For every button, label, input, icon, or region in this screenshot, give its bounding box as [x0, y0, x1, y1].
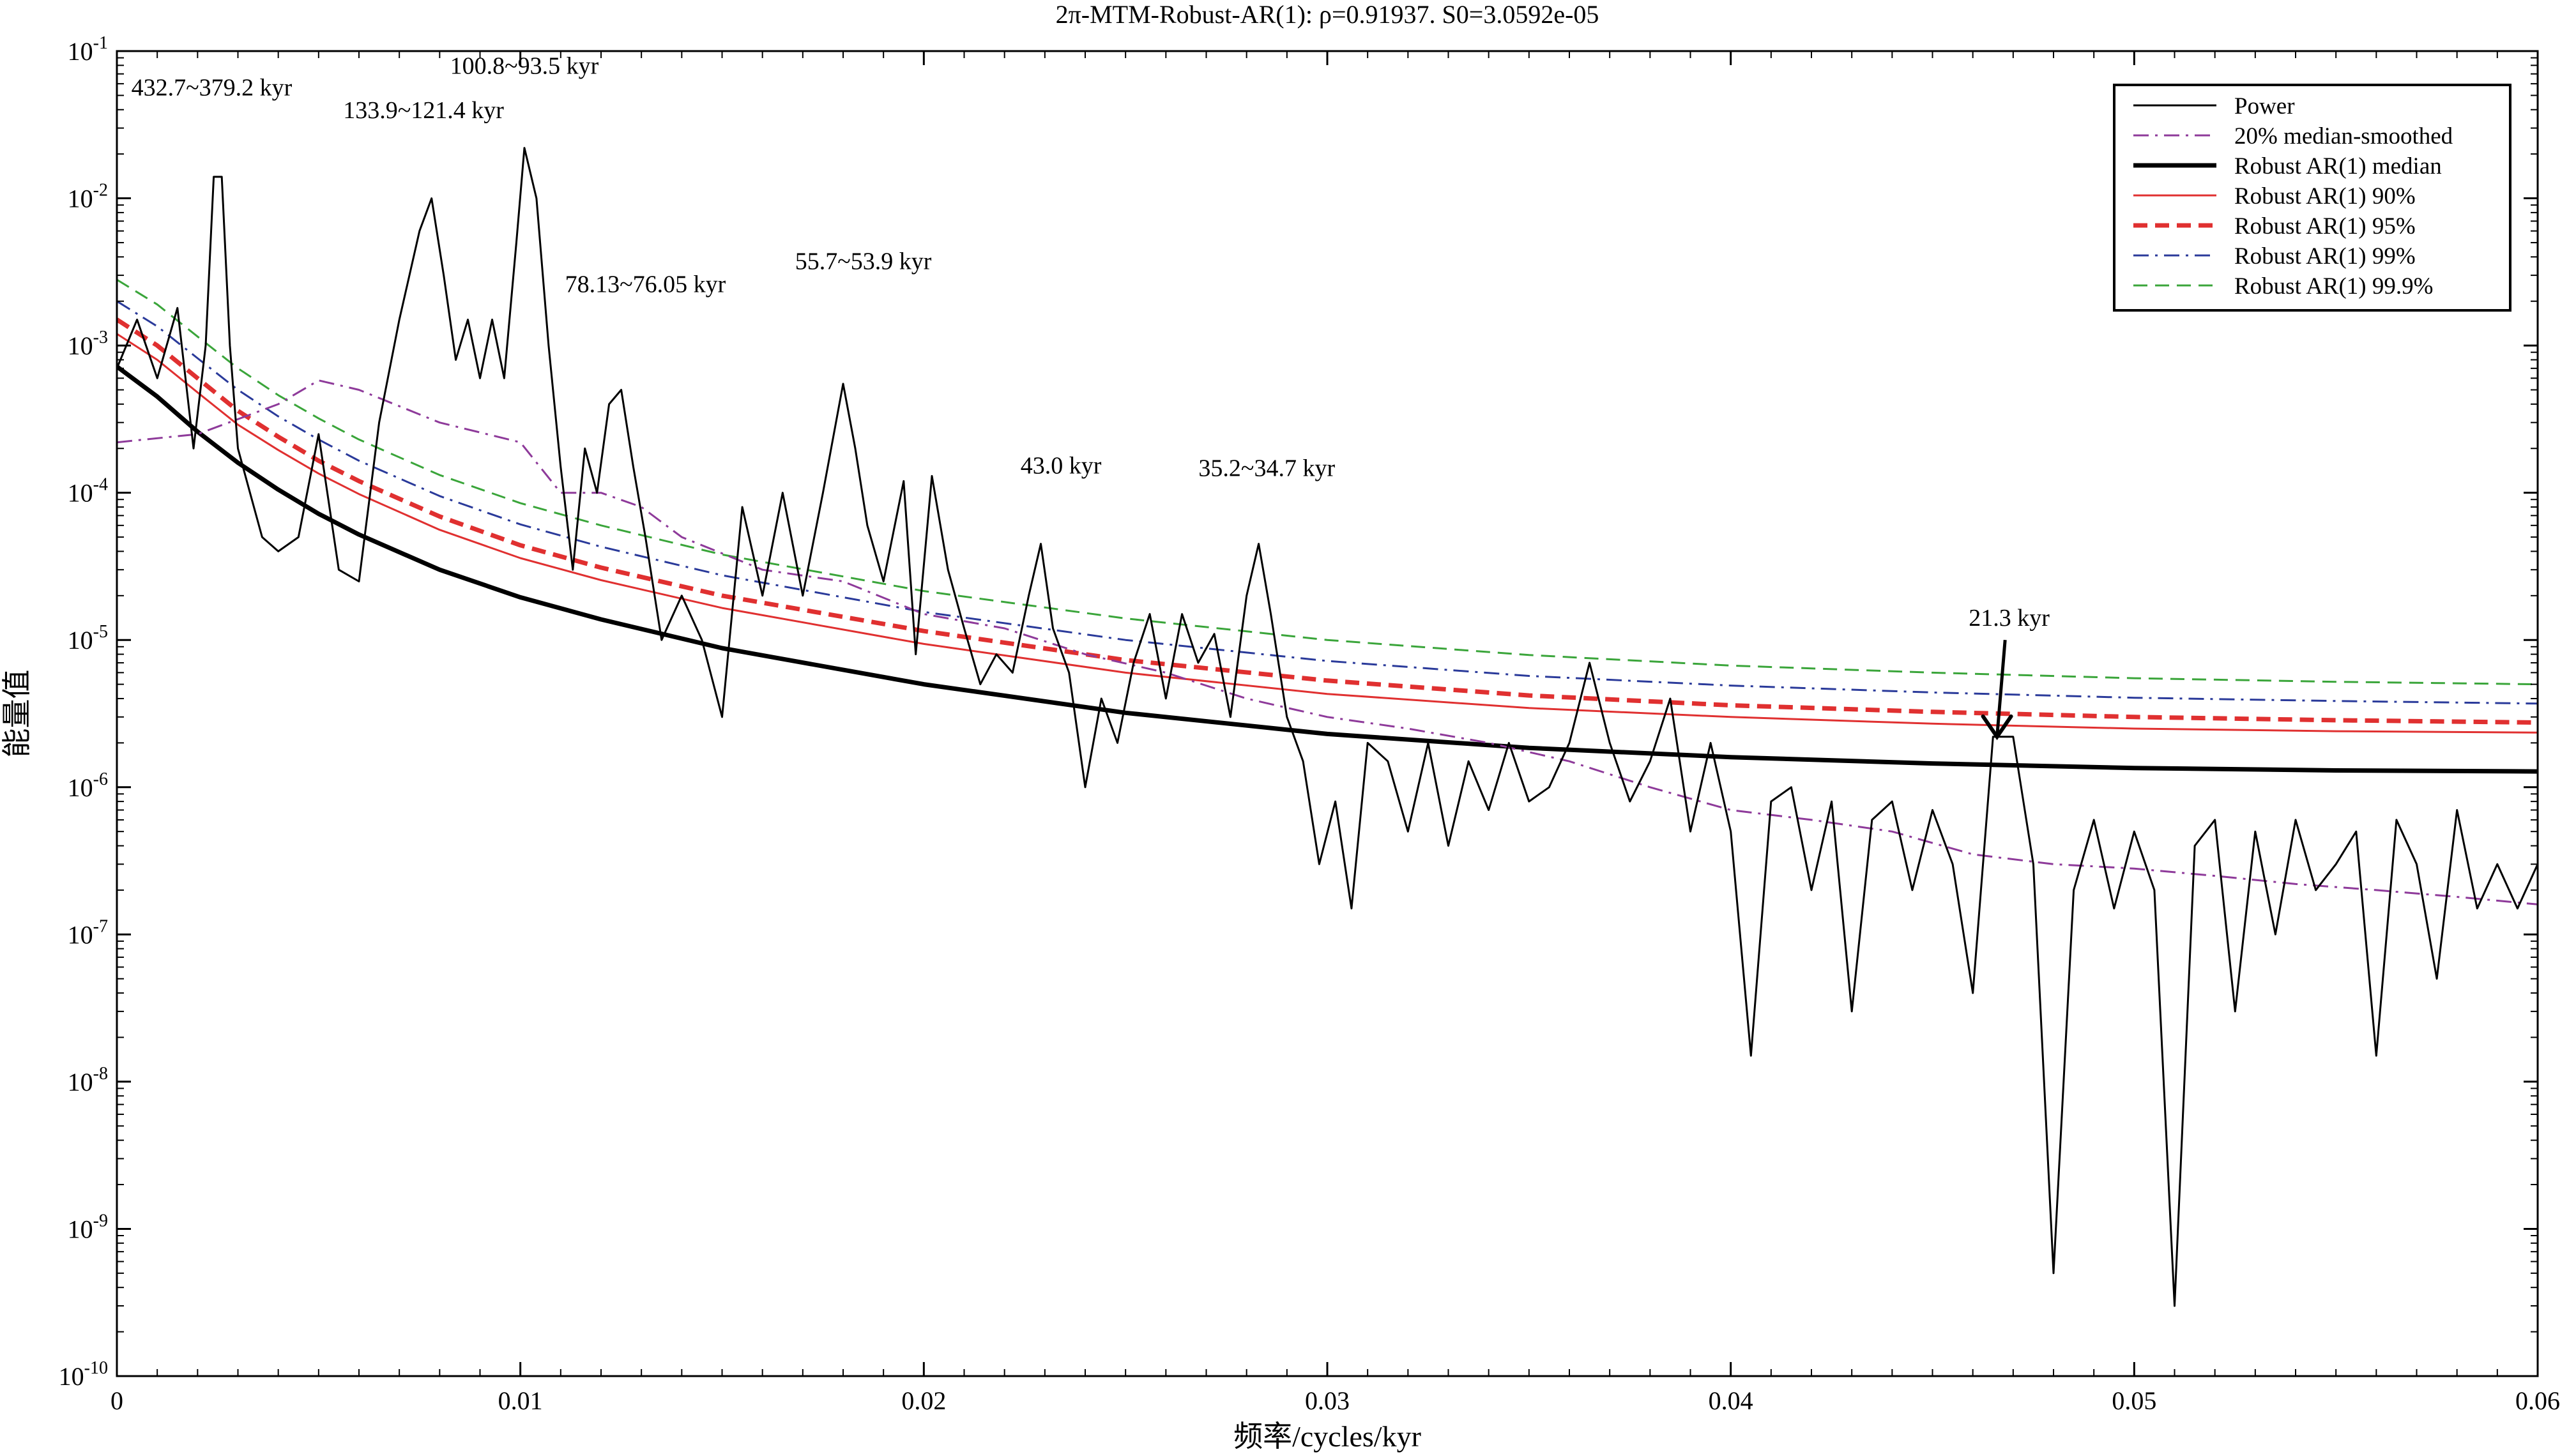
y-tick-exponent: -6	[93, 769, 108, 789]
series-line-1	[117, 379, 2538, 905]
y-tick-label: 10-3	[68, 328, 108, 360]
legend-label: Power	[2234, 93, 2295, 119]
y-tick-base: 10	[68, 331, 93, 360]
y-tick-base: 10	[68, 1215, 93, 1243]
x-axis-title: 频率/cycles/kyr	[1233, 1420, 1421, 1453]
y-tick-label: 10-7	[68, 916, 108, 949]
annotation-arrow-shaft	[1995, 640, 2007, 738]
y-tick-base: 10	[68, 185, 93, 213]
y-tick-base: 10	[68, 626, 93, 655]
legend-label: 20% median-smoothed	[2234, 123, 2453, 149]
x-axis: 0 0.01 0.02 0.03 0.04 0.05 0.06	[111, 51, 2560, 1415]
series-line-3	[117, 333, 2538, 734]
annotation-label: 43.0 kyr	[1021, 453, 1102, 480]
annotation-label: 21.3 kyr	[1969, 605, 2050, 632]
y-tick-exponent: -7	[93, 916, 108, 936]
legend: Power 20% median-smoothed Robust AR(1) med…	[2113, 84, 2511, 312]
x-tick-label: 0.01	[498, 1386, 543, 1415]
y-tick-label: 10-6	[68, 769, 108, 802]
legend-label: Robust AR(1) 90%	[2234, 183, 2416, 209]
y-tick-label: 10-10	[59, 1358, 108, 1391]
annotation-arrow-head	[1981, 714, 2013, 741]
y-tick-exponent: -1	[93, 33, 108, 53]
series-line-6	[117, 278, 2538, 686]
y-tick-label: 10-2	[68, 181, 108, 213]
annotation-label: 78.13~76.05 kyr	[565, 271, 726, 298]
y-tick-base: 10	[68, 773, 93, 802]
series-layer	[117, 147, 2538, 1307]
y-tick-base: 10	[68, 1068, 93, 1096]
y-tick-exponent: -4	[93, 475, 108, 495]
y-tick-base: 10	[59, 1362, 84, 1391]
y-tick-label: 10-5	[68, 622, 108, 655]
y-tick-exponent: -8	[93, 1064, 108, 1084]
y-tick-exponent: -9	[93, 1211, 108, 1231]
y-tick-base: 10	[68, 479, 93, 508]
legend-label: Robust AR(1) 99.9%	[2234, 273, 2433, 299]
series-line-0	[117, 147, 2538, 1307]
legend-label: Robust AR(1) 99%	[2234, 243, 2416, 269]
series-line-4	[117, 317, 2538, 725]
x-tick-label: 0	[111, 1386, 123, 1415]
annotation-label: 133.9~121.4 kyr	[343, 97, 504, 124]
annotation-label: 55.7~53.9 kyr	[795, 248, 932, 275]
y-tick-label: 10-4	[68, 475, 108, 508]
y-tick-base: 10	[68, 37, 93, 66]
annotation-label: 35.2~34.7 kyr	[1198, 455, 1335, 481]
x-tick-label: 0.03	[1305, 1386, 1350, 1415]
y-axis: 10-110-210-310-410-510-610-710-810-910-1…	[59, 33, 2538, 1391]
y-tick-label: 10-1	[68, 33, 108, 66]
y-tick-exponent: -5	[93, 622, 108, 642]
y-tick-exponent: -3	[93, 328, 108, 347]
annotation-label: 100.8~93.5 kyr	[450, 53, 599, 80]
series-line-5	[117, 300, 2538, 705]
y-tick-label: 10-8	[68, 1064, 108, 1096]
y-axis-title: 能量值	[1, 670, 33, 758]
y-tick-exponent: -10	[84, 1358, 108, 1378]
y-tick-base: 10	[68, 920, 93, 949]
legend-box	[2113, 84, 2511, 312]
legend-label: Robust AR(1) median	[2234, 153, 2442, 179]
x-tick-label: 0.06	[2515, 1386, 2560, 1415]
legend-label: Robust AR(1) 95%	[2234, 213, 2416, 239]
annotation-layer: 432.7~379.2 kyr 133.9~121.4 kyr 100.8~93.5…	[132, 53, 2050, 741]
x-tick-label: 0.02	[901, 1386, 946, 1415]
annotation-label: 432.7~379.2 kyr	[132, 74, 293, 101]
y-tick-exponent: -2	[93, 181, 108, 201]
y-tick-label: 10-9	[68, 1211, 108, 1243]
x-tick-label: 0.04	[1709, 1386, 1753, 1415]
x-tick-label: 0.05	[2112, 1386, 2156, 1415]
chart-title: 2π-MTM-Robust-AR(1): ρ=0.91937. S0=3.059…	[1056, 0, 1599, 29]
